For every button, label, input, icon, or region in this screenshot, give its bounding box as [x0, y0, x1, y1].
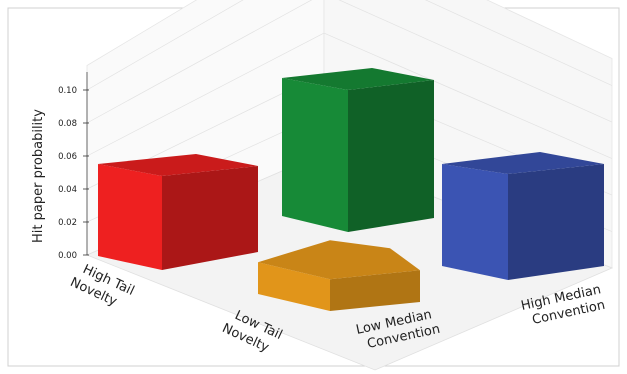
y-tick-label-3: 0.06 [58, 152, 77, 162]
grid-line-5 [86, 0, 244, 91]
y-axis-label: Hit paper probability [31, 109, 46, 243]
bar-1-top [98, 154, 258, 176]
bar-2-face-front [442, 164, 508, 280]
bar-2-face-right [508, 164, 604, 280]
y-tick-label-2: 0.04 [58, 185, 77, 195]
bar-3 [258, 240, 420, 311]
bar-3-side-right [330, 270, 420, 311]
bar-1 [98, 154, 258, 270]
y-tick-label-4: 0.08 [58, 119, 77, 129]
bar-2-top [442, 152, 604, 174]
y-tick-label-5: 0.10 [58, 86, 77, 96]
grid-line-right-4 [338, 0, 613, 123]
y-tick-label-0: 0.00 [58, 251, 77, 261]
bars [98, 68, 604, 311]
grid-line-right-5 [425, 0, 613, 86]
grid-line-right-3 [323, 32, 613, 159]
bar-3-side-left [258, 262, 330, 311]
grid-line-4 [86, 0, 313, 124]
bar-1-face-front [98, 164, 162, 270]
bar-0-face-right [348, 80, 434, 232]
bar-0 [282, 68, 434, 232]
grid-line-3 [86, 32, 325, 157]
bar-3-top [258, 240, 420, 280]
y-ticks: 0.00 0.02 0.04 0.06 0.08 0.10 [58, 86, 89, 261]
bar-1-face-right [162, 166, 258, 270]
bar-0-top [282, 68, 434, 90]
bar-2 [442, 152, 604, 280]
y-tick-label-1: 0.02 [58, 218, 77, 228]
bar-0-face-front [282, 78, 348, 232]
